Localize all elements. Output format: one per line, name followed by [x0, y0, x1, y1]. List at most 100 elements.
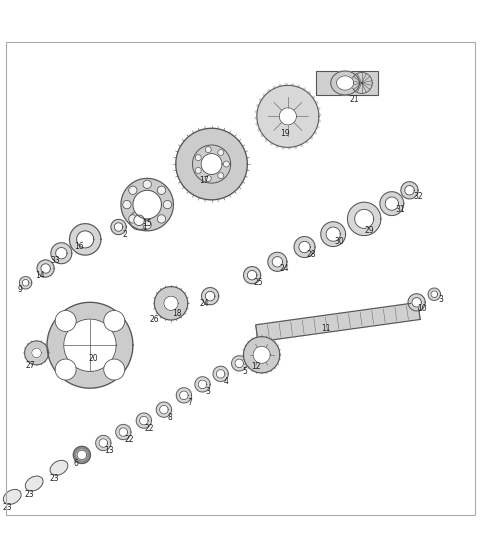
Text: 13: 13	[104, 446, 114, 455]
Polygon shape	[318, 119, 321, 123]
Circle shape	[195, 155, 201, 160]
Polygon shape	[253, 346, 270, 363]
Polygon shape	[321, 222, 346, 247]
Polygon shape	[336, 76, 354, 90]
Polygon shape	[70, 224, 101, 255]
Text: 32: 32	[413, 192, 423, 201]
Polygon shape	[258, 128, 261, 131]
Circle shape	[218, 173, 224, 179]
Polygon shape	[134, 215, 144, 226]
Polygon shape	[385, 197, 398, 211]
Polygon shape	[77, 231, 94, 248]
Circle shape	[157, 186, 166, 194]
Polygon shape	[264, 94, 266, 97]
Polygon shape	[198, 380, 207, 389]
Text: 18: 18	[172, 309, 182, 318]
Polygon shape	[155, 287, 188, 320]
Polygon shape	[247, 270, 257, 280]
Polygon shape	[315, 102, 318, 105]
Polygon shape	[261, 134, 264, 136]
Polygon shape	[202, 287, 219, 305]
Text: 33: 33	[50, 256, 60, 265]
Polygon shape	[308, 92, 310, 95]
Polygon shape	[265, 138, 268, 141]
Text: 19: 19	[281, 129, 290, 138]
Ellipse shape	[50, 460, 68, 475]
Polygon shape	[19, 277, 32, 289]
Circle shape	[205, 146, 211, 153]
Text: 12: 12	[252, 362, 261, 371]
Polygon shape	[408, 294, 425, 311]
Polygon shape	[205, 291, 215, 301]
Circle shape	[205, 175, 211, 182]
Text: 6: 6	[73, 458, 78, 467]
Polygon shape	[380, 192, 404, 216]
Polygon shape	[431, 291, 438, 297]
Text: 27: 27	[25, 361, 35, 370]
Polygon shape	[121, 178, 173, 231]
Polygon shape	[273, 86, 276, 89]
Polygon shape	[56, 247, 67, 259]
Polygon shape	[192, 145, 230, 183]
Text: 11: 11	[321, 324, 331, 333]
Polygon shape	[235, 359, 243, 368]
Circle shape	[123, 201, 131, 209]
Text: 21: 21	[350, 95, 360, 104]
Polygon shape	[412, 297, 421, 307]
Polygon shape	[355, 209, 374, 228]
Text: 3: 3	[206, 388, 211, 397]
Polygon shape	[133, 190, 161, 219]
Circle shape	[143, 180, 151, 188]
Polygon shape	[77, 450, 86, 460]
Polygon shape	[156, 402, 171, 417]
Text: 24: 24	[200, 299, 209, 308]
Polygon shape	[176, 388, 192, 403]
Circle shape	[195, 168, 201, 173]
Polygon shape	[130, 211, 149, 230]
Polygon shape	[136, 413, 152, 428]
Ellipse shape	[3, 490, 21, 505]
Polygon shape	[47, 302, 133, 388]
Circle shape	[129, 186, 137, 194]
Text: 29: 29	[364, 226, 374, 235]
Polygon shape	[257, 105, 259, 108]
Polygon shape	[255, 110, 257, 113]
Polygon shape	[282, 146, 285, 149]
Polygon shape	[300, 144, 302, 146]
Polygon shape	[305, 140, 308, 143]
Polygon shape	[159, 405, 168, 414]
Text: 26: 26	[150, 315, 159, 324]
Polygon shape	[318, 108, 320, 110]
Polygon shape	[313, 131, 316, 134]
Text: 22: 22	[124, 435, 134, 444]
Polygon shape	[428, 288, 441, 300]
Circle shape	[143, 221, 151, 229]
Polygon shape	[259, 99, 262, 102]
Text: 31: 31	[396, 206, 405, 214]
Polygon shape	[41, 263, 50, 273]
Polygon shape	[312, 96, 314, 99]
Circle shape	[218, 149, 224, 155]
Polygon shape	[405, 185, 414, 195]
Text: 7: 7	[187, 398, 192, 408]
Polygon shape	[299, 241, 310, 253]
Polygon shape	[176, 128, 247, 200]
Polygon shape	[271, 142, 273, 145]
Polygon shape	[294, 237, 315, 257]
Polygon shape	[24, 341, 48, 365]
Polygon shape	[256, 302, 420, 342]
Polygon shape	[310, 136, 312, 139]
Circle shape	[55, 359, 76, 380]
Text: 20: 20	[88, 354, 98, 363]
Polygon shape	[99, 439, 108, 447]
Polygon shape	[140, 416, 148, 425]
Polygon shape	[231, 356, 247, 371]
Polygon shape	[316, 125, 319, 128]
Text: 23: 23	[24, 490, 34, 499]
Text: 30: 30	[334, 237, 344, 246]
Circle shape	[157, 215, 166, 223]
Circle shape	[104, 310, 125, 331]
Polygon shape	[180, 391, 188, 399]
Polygon shape	[401, 182, 418, 199]
Text: 2: 2	[122, 229, 127, 238]
